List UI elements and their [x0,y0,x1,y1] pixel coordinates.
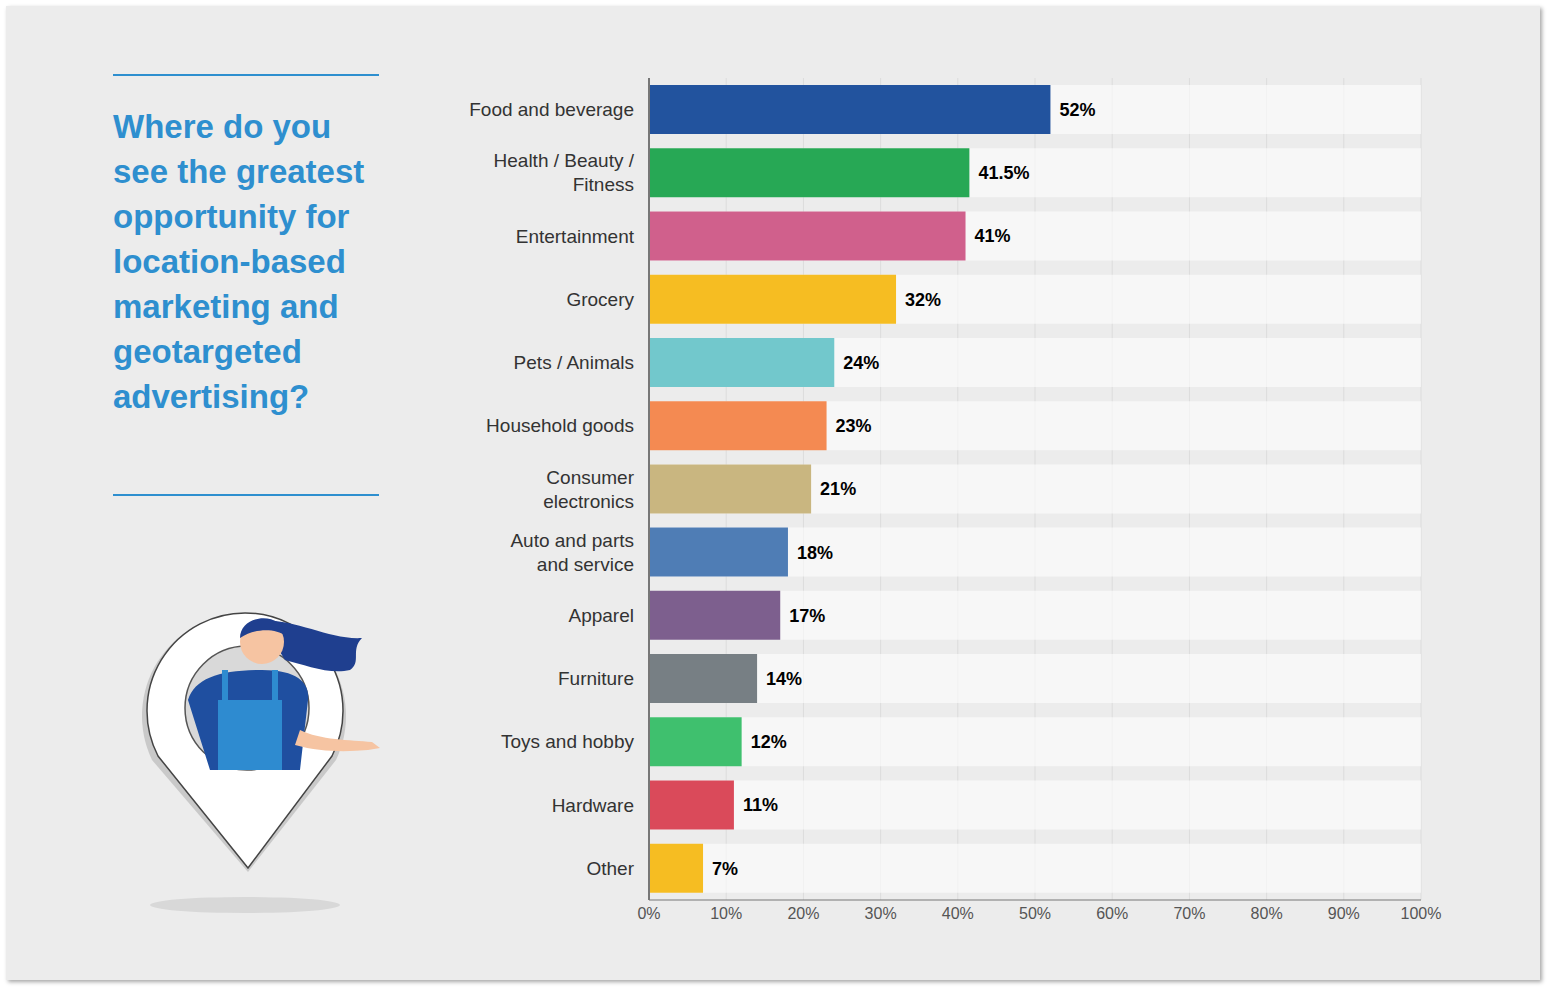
svg-text:80%: 80% [1251,905,1283,922]
svg-text:90%: 90% [1328,905,1360,922]
svg-text:Health / Beauty /Fitness: Health / Beauty /Fitness [494,150,635,195]
svg-text:14%: 14% [766,669,802,689]
svg-text:Grocery: Grocery [566,289,634,310]
svg-text:20%: 20% [787,905,819,922]
svg-text:Hardware: Hardware [552,795,634,816]
svg-text:Toys and hobby: Toys and hobby [501,731,635,752]
svg-text:Auto and partsand service: Auto and partsand service [510,530,634,575]
svg-text:40%: 40% [942,905,974,922]
svg-text:0%: 0% [637,905,660,922]
svg-text:Pets / Animals: Pets / Animals [514,352,634,373]
svg-text:50%: 50% [1019,905,1051,922]
svg-text:Household goods: Household goods [486,415,634,436]
svg-text:17%: 17% [789,606,825,626]
svg-text:41.5%: 41.5% [978,163,1029,183]
svg-text:100%: 100% [1401,905,1442,922]
svg-text:23%: 23% [836,416,872,436]
svg-text:11%: 11% [743,795,778,815]
html-text:Where do you see the greatest: Where do you see the greatest opportunit… [113,108,365,415]
svg-text:41%: 41% [975,226,1011,246]
svg-text:7%: 7% [712,859,738,879]
svg-text:10%: 10% [710,905,742,922]
svg-text:Other: Other [586,858,634,879]
svg-text:Consumerelectronics: Consumerelectronics [543,467,634,512]
svg-text:24%: 24% [843,353,879,373]
svg-text:60%: 60% [1096,905,1128,922]
svg-text:18%: 18% [797,543,833,563]
svg-text:Food and beverage: Food and beverage [469,99,634,120]
svg-text:52%: 52% [1059,100,1095,120]
svg-text:Entertainment: Entertainment [516,226,635,247]
svg-text:12%: 12% [751,732,787,752]
svg-text:Apparel: Apparel [569,605,635,626]
svg-text:Furniture: Furniture [558,668,634,689]
svg-text:21%: 21% [820,479,856,499]
svg-text:70%: 70% [1173,905,1205,922]
svg-text:30%: 30% [865,905,897,922]
svg-text:32%: 32% [905,290,941,310]
